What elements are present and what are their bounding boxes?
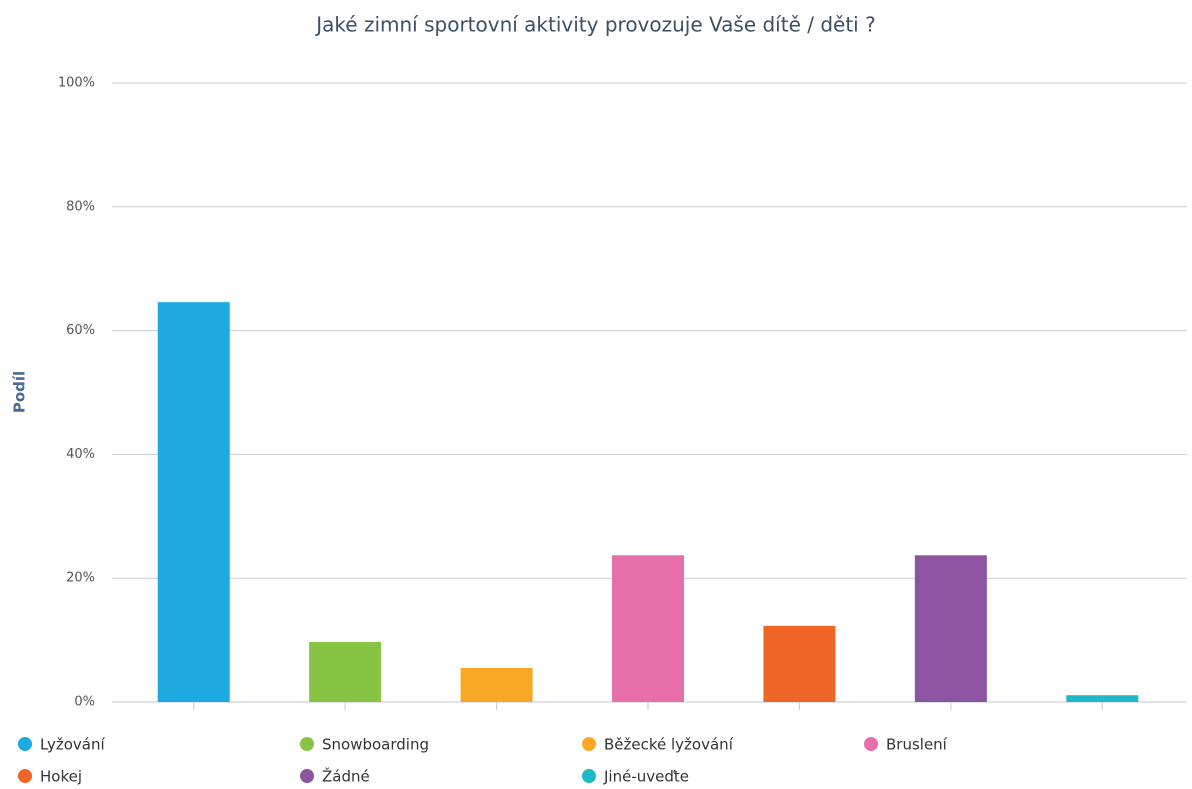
y-tick-label: 40%: [66, 447, 95, 462]
legend-marker: [582, 737, 596, 751]
legend-label: Snowboarding: [322, 736, 429, 754]
y-tick-label: 60%: [66, 323, 95, 338]
legend-label: Lyžování: [40, 736, 105, 754]
y-tick-label: 0%: [74, 695, 95, 710]
legend-marker: [300, 769, 314, 783]
legend-label: Žádné: [322, 767, 370, 786]
legend-label: Jiné-uveďte: [603, 768, 689, 786]
legend-label: Běžecké lyžování: [604, 736, 734, 754]
bar: [309, 641, 382, 702]
bar: [157, 302, 230, 702]
bar: [763, 625, 836, 702]
legend-marker: [300, 737, 314, 751]
legend-marker: [864, 737, 878, 751]
bar: [914, 555, 987, 702]
chart-title: Jaké zimní sportovní aktivity provozuje …: [314, 13, 875, 37]
bar: [1066, 695, 1139, 702]
bar: [612, 555, 684, 702]
legend-label: Hokej: [40, 768, 82, 786]
legend-marker: [582, 769, 596, 783]
legend-marker: [18, 737, 32, 751]
y-tick-label: 80%: [66, 199, 95, 214]
legend-marker: [18, 769, 32, 783]
y-tick-label: 100%: [58, 76, 95, 91]
legend-label: Bruslení: [886, 736, 948, 754]
y-axis-label: Podíl: [11, 371, 29, 413]
y-tick-label: 20%: [66, 571, 95, 586]
bar: [460, 667, 533, 702]
